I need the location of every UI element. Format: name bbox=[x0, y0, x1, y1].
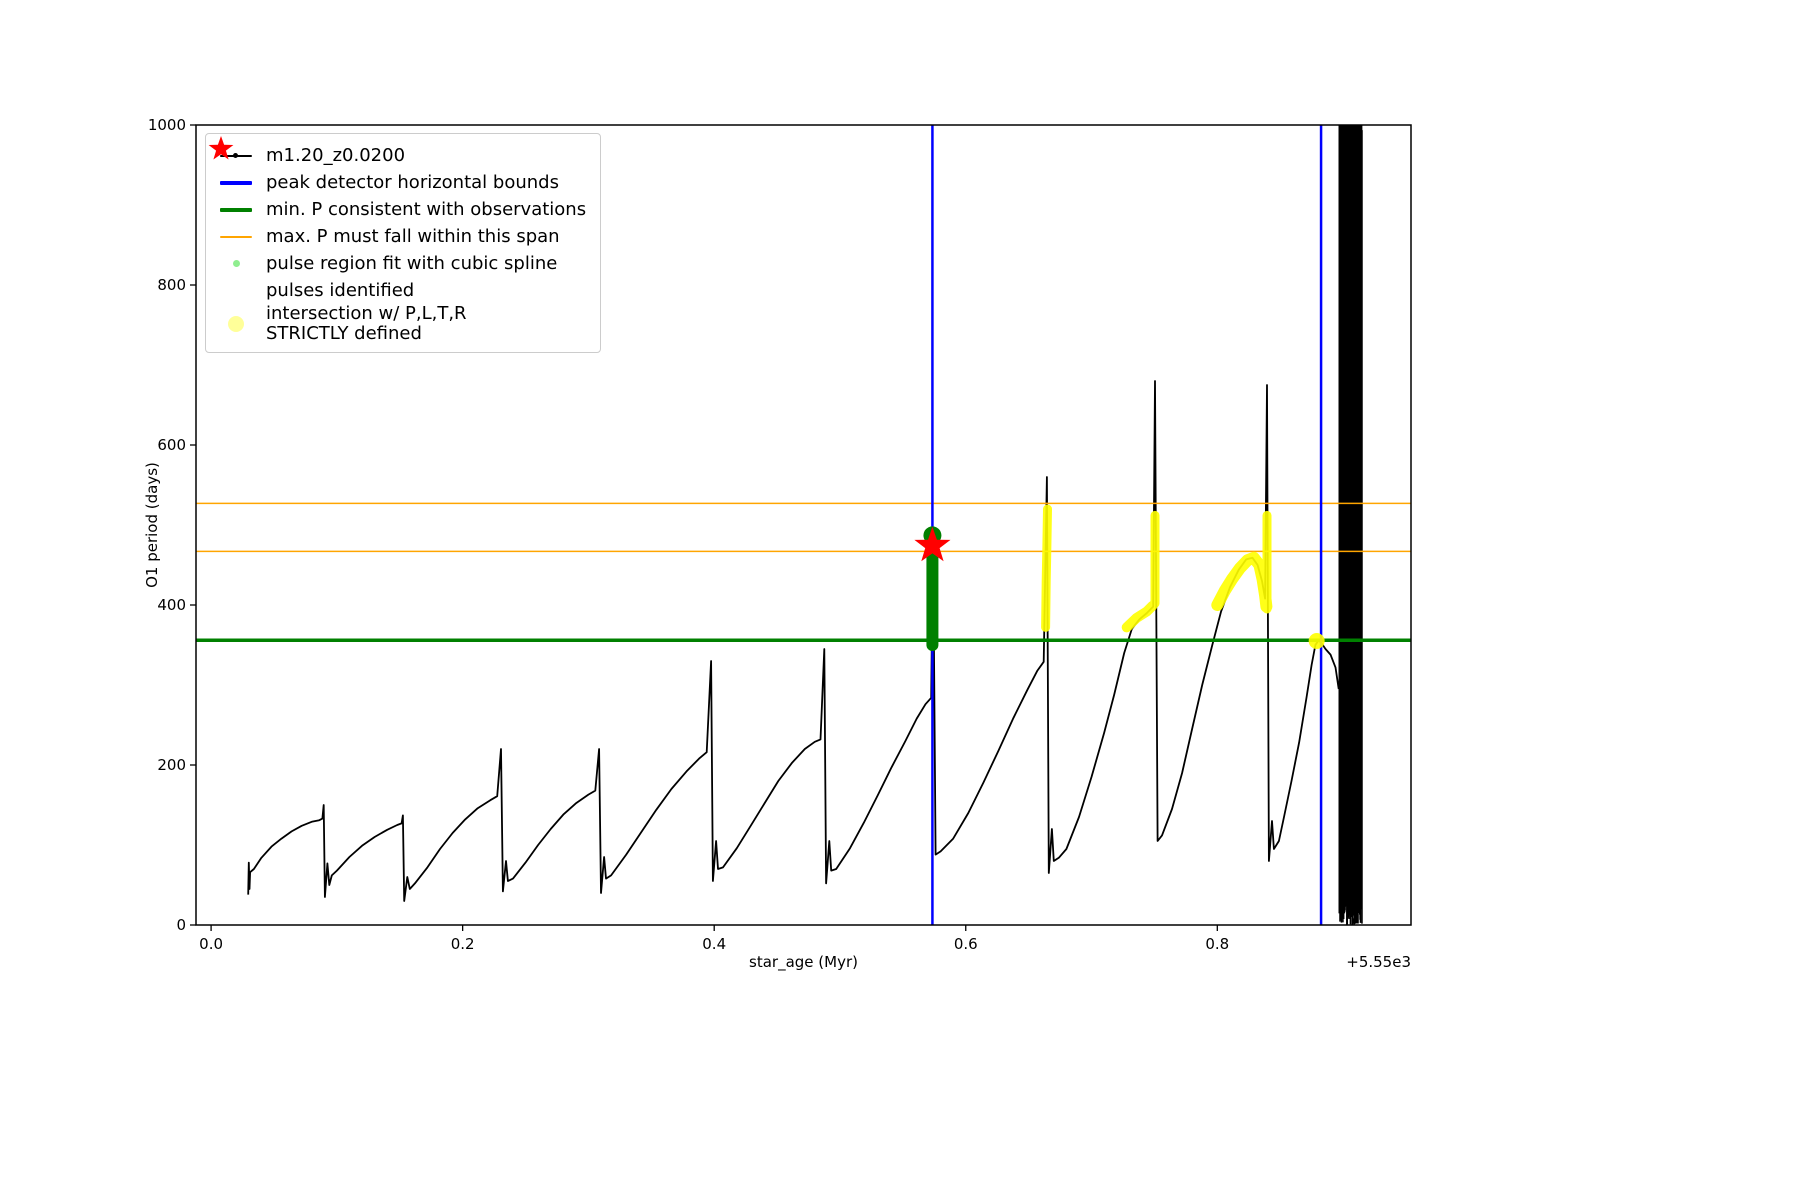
legend-item-1: peak detector horizontal bounds bbox=[216, 169, 586, 196]
legend-label: intersection w/ P,L,T,R STRICTLY defined bbox=[266, 303, 467, 344]
main-series-line bbox=[247, 380, 1340, 902]
x-axis-label: star_age (Myr) bbox=[749, 953, 858, 971]
plot-area bbox=[196, 125, 1411, 925]
series-end-dot bbox=[1351, 918, 1358, 924]
x-tick-label: 0.8 bbox=[1205, 935, 1229, 953]
y-tick-label: 600 bbox=[157, 436, 186, 454]
x-tick-label: 0.6 bbox=[954, 935, 978, 953]
y-tick-label: 0 bbox=[176, 916, 186, 934]
legend-marker-small-dot bbox=[216, 260, 256, 267]
legend-label: pulse region fit with cubic spline bbox=[266, 252, 558, 274]
plot-frame bbox=[195, 124, 1412, 926]
legend-label: m1.20_z0.0200 bbox=[266, 144, 406, 166]
dense-band bbox=[1338, 125, 1363, 925]
y-tick-label: 1000 bbox=[148, 116, 186, 134]
legend-marker-big-dot bbox=[216, 316, 256, 332]
y-axis-label: O1 period (days) bbox=[143, 462, 161, 588]
y-tick-label: 400 bbox=[157, 596, 186, 614]
star-icon bbox=[208, 136, 234, 160]
x-axis: 0.0 0.2 0.4 0.6 0.8 bbox=[199, 925, 1229, 953]
x-axis-offset-label: +5.55e3 bbox=[1346, 953, 1411, 971]
legend-marker-line-dot bbox=[216, 153, 256, 158]
legend-label: peak detector horizontal bounds bbox=[266, 171, 559, 193]
legend-label: min. P consistent with observations bbox=[266, 198, 587, 220]
x-tick-label: 0.4 bbox=[702, 935, 726, 953]
legend-item-5: pulses identified bbox=[208, 136, 586, 304]
legend-label: pulses identified bbox=[266, 279, 415, 301]
legend-item-4: pulse region fit with cubic spline bbox=[216, 250, 586, 277]
pulses-identified-star bbox=[914, 526, 951, 562]
legend-marker-thick-line bbox=[216, 180, 256, 185]
legend-item-6: intersection w/ P,L,T,R STRICTLY defined bbox=[216, 304, 586, 344]
y-tick-label: 200 bbox=[157, 756, 186, 774]
legend-item-0: m1.20_z0.0200 bbox=[216, 142, 586, 169]
x-tick-label: 0.2 bbox=[451, 935, 475, 953]
legend-item-2: min. P consistent with observations bbox=[216, 196, 586, 223]
y-tick-label: 800 bbox=[157, 276, 186, 294]
intersection-markers bbox=[1041, 504, 1325, 649]
legend-label: max. P must fall within this span bbox=[266, 225, 560, 247]
legend-item-3: max. P must fall within this span bbox=[216, 223, 586, 250]
legend-marker-thick-line bbox=[216, 207, 256, 212]
legend-marker-line bbox=[216, 235, 256, 238]
x-tick-label: 0.0 bbox=[199, 935, 223, 953]
intersection-segment-3 bbox=[1211, 551, 1273, 613]
intersection-dot bbox=[1308, 633, 1325, 649]
y-axis: 0 200 400 600 800 1000 bbox=[148, 116, 196, 934]
intersection-segment-1 bbox=[1121, 600, 1158, 633]
intersection-segment-0 bbox=[1041, 504, 1052, 632]
